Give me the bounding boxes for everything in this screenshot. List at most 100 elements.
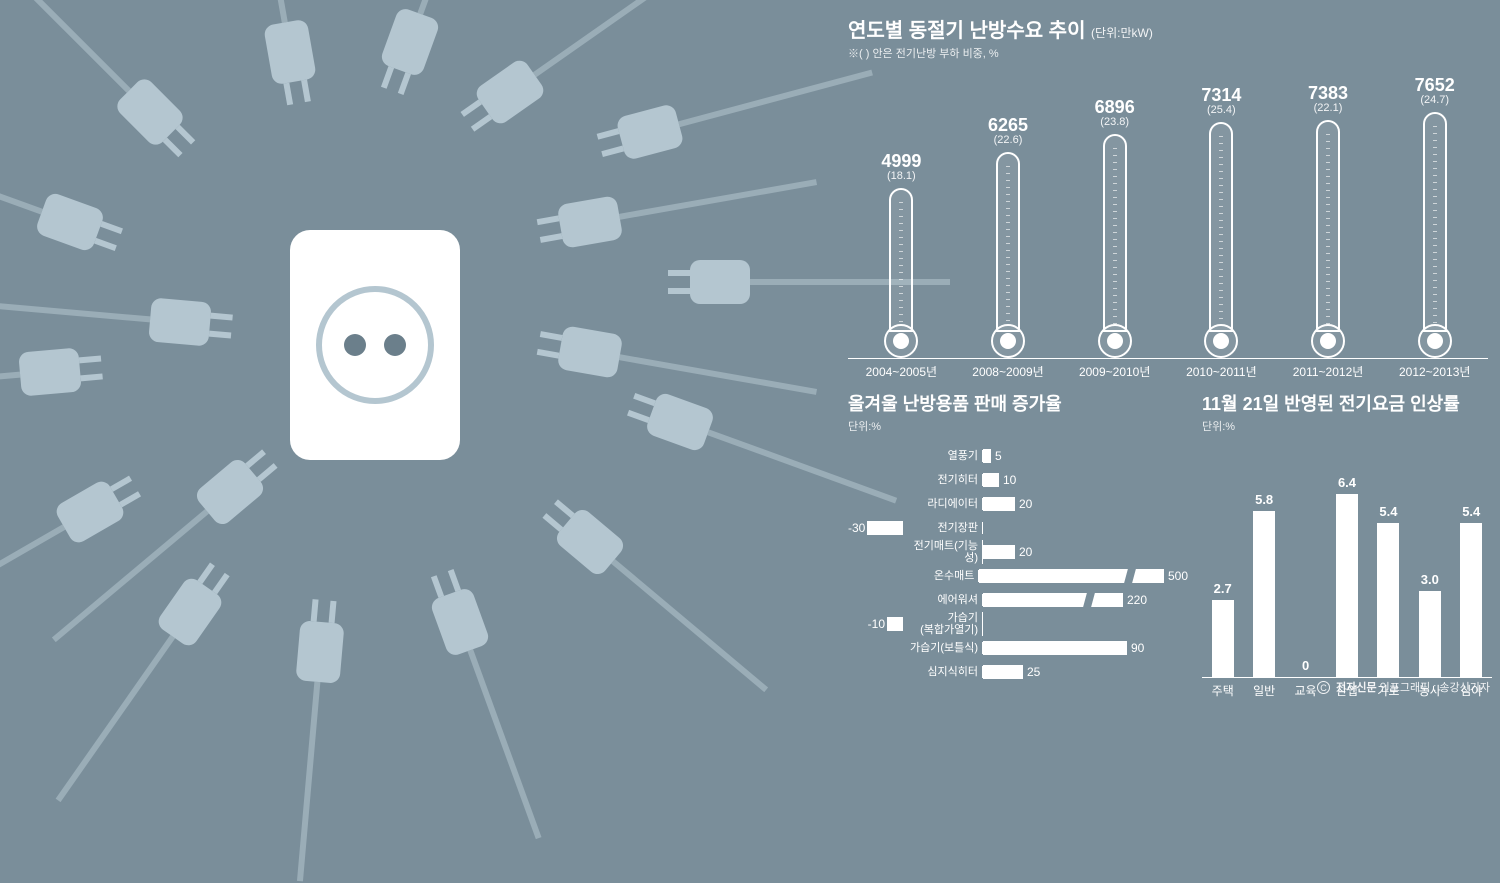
vbar-bar bbox=[1377, 523, 1399, 677]
hbar-value: 10 bbox=[1003, 473, 1016, 487]
hbar-value: 20 bbox=[1019, 497, 1032, 511]
plug-icon bbox=[690, 260, 750, 304]
hbar-value: 20 bbox=[1019, 545, 1032, 559]
thermo-pct: (18.1) bbox=[887, 170, 916, 182]
thermometer-icon bbox=[1103, 134, 1127, 332]
thermo-value: 6896 bbox=[1095, 98, 1135, 116]
thermo-pct: (24.7) bbox=[1420, 94, 1449, 106]
vbar-value: 2.7 bbox=[1214, 581, 1232, 596]
credit-label: 인포그래픽 : 송강신기자 bbox=[1380, 682, 1490, 694]
vbar-column: 3.0 bbox=[1409, 572, 1450, 677]
thermometer-icon bbox=[1316, 120, 1340, 332]
hbar-value: -30 bbox=[848, 521, 865, 535]
illustration-panel bbox=[0, 0, 830, 701]
thermometer-bulb-icon bbox=[1418, 324, 1452, 358]
thermo-year-label: 2008~2009년 bbox=[955, 363, 1062, 380]
outlet-icon bbox=[290, 230, 460, 460]
hbar-label: 가습기(복합가열기) bbox=[903, 612, 983, 636]
thermometer-icon bbox=[1423, 112, 1447, 332]
thermo-value: 7383 bbox=[1308, 84, 1348, 102]
hbar-label: 라디에이터 bbox=[903, 498, 983, 510]
hbar-row: 에어워셔 220 bbox=[848, 588, 1188, 612]
hbar-bar bbox=[983, 449, 991, 463]
thermometer-column: 4999(18.1) bbox=[848, 152, 955, 358]
plug-icon bbox=[557, 195, 624, 249]
plug-icon bbox=[18, 347, 82, 396]
hbar-label: 전기장판 bbox=[903, 522, 983, 534]
hbar-bar bbox=[983, 593, 1123, 607]
thermo-value: 6265 bbox=[988, 116, 1028, 134]
vbar-bar bbox=[1419, 591, 1441, 677]
thermometer-bulb-icon bbox=[1098, 324, 1132, 358]
vbar-column: 5.8 bbox=[1243, 492, 1284, 677]
hbar-label: 에어워셔 bbox=[903, 594, 983, 606]
hbar-row: 라디에이터 20 bbox=[848, 492, 1188, 516]
vbar-value: 5.4 bbox=[1462, 504, 1480, 519]
chart-title: 올겨울 난방용품 판매 증가율 bbox=[848, 390, 1188, 416]
chart-unit: 단위:% bbox=[848, 418, 1188, 434]
hbar-value: 25 bbox=[1027, 665, 1040, 679]
thermometer-icon bbox=[889, 188, 913, 332]
thermometer-column: 7383(22.1) bbox=[1275, 84, 1382, 358]
plug-icon bbox=[53, 478, 127, 546]
hbar-row: 온수매트 500 bbox=[848, 564, 1188, 588]
hbar-row: 심지식히터 25 bbox=[848, 660, 1188, 684]
vbar-value: 3.0 bbox=[1421, 572, 1439, 587]
hbar-value: 220 bbox=[1127, 593, 1147, 607]
copyright-icon: C bbox=[1317, 681, 1330, 694]
vbar-label: 일반 bbox=[1243, 682, 1284, 699]
hbar-bar bbox=[983, 641, 1127, 655]
thermo-year-label: 2004~2005년 bbox=[848, 363, 955, 380]
hbar-bar bbox=[983, 497, 1015, 511]
thermometer-chart: 연도별 동절기 난방수요 추이 (단위:만kW) ※( ) 안은 전기난방 부하… bbox=[848, 14, 1488, 380]
plug-icon bbox=[615, 103, 684, 161]
vbar-bar bbox=[1212, 600, 1234, 677]
thermo-year-label: 2012~2013년 bbox=[1381, 363, 1488, 380]
hbar-bar bbox=[979, 569, 1164, 583]
thermometer-column: 7652(24.7) bbox=[1381, 76, 1488, 358]
hbar-row: 열풍기 5 bbox=[848, 444, 1188, 468]
hbar-label: 온수매트 bbox=[901, 570, 979, 582]
credit-source: 전자신문 bbox=[1336, 682, 1376, 694]
plug-icon bbox=[155, 575, 225, 649]
thermo-pct: (23.8) bbox=[1100, 116, 1129, 128]
vbar-value: 6.4 bbox=[1338, 475, 1356, 490]
plug-icon bbox=[148, 297, 212, 346]
chart-unit: 단위:% bbox=[1202, 418, 1492, 434]
title-unit: (단위:만kW) bbox=[1091, 26, 1153, 40]
hbar-value: -10 bbox=[868, 617, 885, 631]
thermo-year-label: 2010~2011년 bbox=[1168, 363, 1275, 380]
thermo-value: 7314 bbox=[1201, 86, 1241, 104]
hbar-label: 가습기(보틀식) bbox=[903, 642, 983, 654]
plug-icon bbox=[113, 75, 187, 149]
data-panel: 연도별 동절기 난방수요 추이 (단위:만kW) ※( ) 안은 전기난방 부하… bbox=[830, 0, 1500, 701]
hbar-bar bbox=[887, 617, 903, 631]
hbar-label: 심지식히터 bbox=[903, 666, 983, 678]
vbar-chart: 11월 21일 반영된 전기요금 인상률 단위:% 2.75.806.45.43… bbox=[1202, 390, 1492, 699]
thermometer-icon bbox=[996, 152, 1020, 332]
plug-icon bbox=[263, 19, 317, 86]
thermometer-column: 6896(23.8) bbox=[1061, 98, 1168, 358]
plug-icon bbox=[193, 456, 267, 528]
chart-subtitle: ※( ) 안은 전기난방 부하 비중, % bbox=[848, 45, 1488, 61]
thermometer-column: 6265(22.6) bbox=[955, 116, 1062, 358]
thermo-year-label: 2011~2012년 bbox=[1275, 363, 1382, 380]
hbar-value: 5 bbox=[995, 449, 1002, 463]
plug-icon bbox=[557, 325, 624, 379]
vbar-column: 6.4 bbox=[1326, 475, 1367, 677]
hbar-value: 500 bbox=[1168, 569, 1188, 583]
thermo-pct: (22.1) bbox=[1314, 102, 1343, 114]
thermo-value: 4999 bbox=[881, 152, 921, 170]
hbar-bar bbox=[867, 521, 903, 535]
thermo-year-label: 2009~2010년 bbox=[1061, 363, 1168, 380]
vbar-column: 0 bbox=[1285, 658, 1326, 677]
vbar-column: 2.7 bbox=[1202, 581, 1243, 677]
thermometer-bulb-icon bbox=[1311, 324, 1345, 358]
thermo-pct: (25.4) bbox=[1207, 104, 1236, 116]
vbar-bar bbox=[1253, 511, 1275, 677]
plug-icon bbox=[644, 391, 715, 453]
hbar-label: 열풍기 bbox=[903, 450, 983, 462]
vbar-bar bbox=[1336, 494, 1358, 677]
plug-icon bbox=[295, 620, 344, 684]
thermometer-bulb-icon bbox=[991, 324, 1025, 358]
